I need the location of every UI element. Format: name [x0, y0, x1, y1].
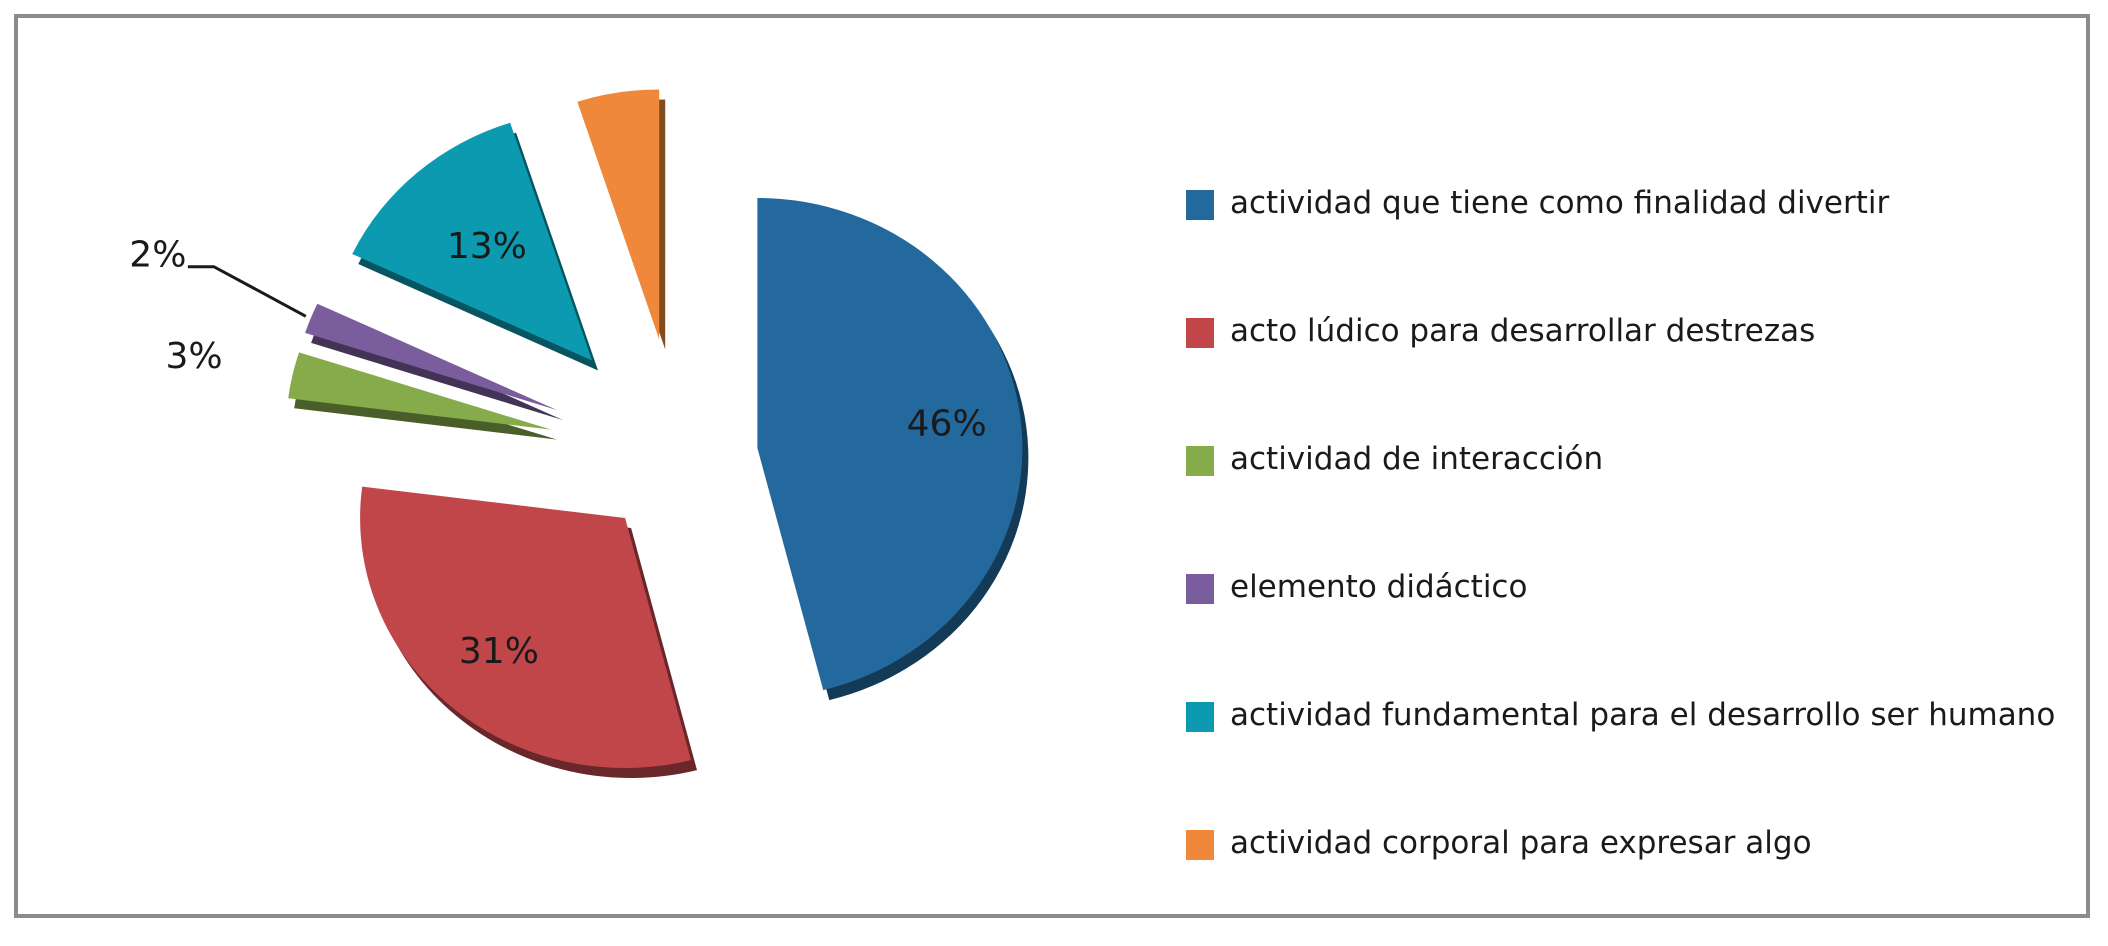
data-label-acto-ludico-para-desarrollar-destrezas: 31%: [459, 631, 539, 672]
legend-swatch: [1186, 318, 1214, 348]
legend-swatch: [1186, 702, 1214, 732]
pie-slice-actividad-de-interaccion: [288, 352, 552, 430]
legend-label: actividad de interacción: [1230, 441, 1604, 477]
legend-label: actividad corporal para expresar algo: [1230, 825, 1812, 861]
pie-chart: 46%31%3%2%13%5%: [129, 89, 1029, 779]
pie-slice-elemento-didactico: [305, 303, 558, 411]
data-label-elemento-didactico: 2%: [129, 235, 186, 276]
legend-swatch: [1186, 446, 1214, 476]
pie-slice-acto-ludico-para-desarrollar-destrezas: [360, 486, 691, 769]
data-label-actividad-que-tiene-como-finalidad-divertir: 46%: [907, 403, 987, 444]
legend-label: elemento didáctico: [1230, 569, 1528, 605]
legend-label: acto lúdico para desarrollar destrezas: [1230, 313, 1816, 349]
legend-swatch: [1186, 574, 1214, 604]
legend-label: actividad que tiene como finalidad diver…: [1230, 185, 1890, 221]
pie-slice-actividad-que-tiene-como-finalidad-divertir: [757, 197, 1023, 691]
data-label-actividad-fundamental-para-el-desarrollo-ser-humano: 13%: [447, 226, 527, 267]
pie-slice-actividad-fundamental-para-el-desarrollo-ser-humano: [352, 122, 593, 361]
chart-frame: 46%31%3%2%13%5% actividad que tiene como…: [14, 14, 2090, 918]
pie-slice-actividad-corporal-para-expresar-algo: [577, 89, 660, 340]
legend-label: actividad fundamental para el desarrollo…: [1230, 697, 2056, 733]
legend-swatch: [1186, 830, 1214, 860]
pie-label-layer: 46%31%3%2%13%5%: [129, 226, 987, 672]
legend-swatch: [1186, 190, 1214, 220]
leader-line-elemento-didactico: [187, 265, 307, 318]
pie-slice-layer: [288, 89, 1023, 769]
data-label-actividad-de-interaccion: 3%: [166, 336, 223, 377]
